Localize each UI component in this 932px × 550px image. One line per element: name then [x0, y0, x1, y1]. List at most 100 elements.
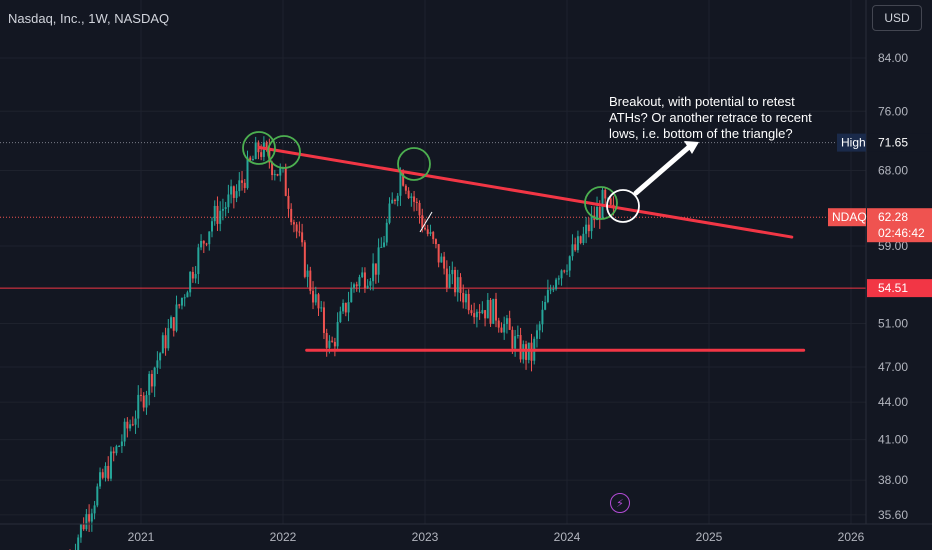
candle-body [164, 335, 167, 349]
candle-body [541, 309, 544, 325]
candle-body [339, 311, 342, 323]
candle-body [202, 240, 205, 244]
candle-body [380, 246, 383, 248]
candle-body [413, 196, 416, 202]
candle-body [131, 424, 134, 426]
candle-body [227, 194, 230, 208]
candle-body [156, 360, 159, 368]
candle-body [134, 418, 137, 425]
price-axis: 84.00 76.00 68.00 59.00 51.00 47.00 44.00 41.00… [878, 51, 908, 522]
candle-body [112, 451, 115, 454]
candle-body [314, 294, 317, 303]
candle-body [432, 232, 435, 240]
highlight-circle [397, 147, 431, 181]
candle-body [137, 394, 140, 419]
candle-body [440, 256, 443, 263]
x-tick-label: 2022 [270, 530, 297, 544]
candle-body [320, 307, 323, 309]
x-tick-label: 2026 [838, 530, 865, 544]
candle-body [292, 222, 295, 225]
high-value-bg [867, 133, 932, 152]
candle-body [418, 202, 421, 216]
price-level-lines [0, 142, 866, 289]
y-tick-label: 84.00 [878, 51, 908, 65]
candle-body [172, 317, 175, 331]
highlight-circle [267, 135, 301, 169]
candle-body [481, 310, 484, 314]
candle-body [268, 148, 271, 163]
candle-body [290, 208, 293, 223]
candle-body [183, 297, 186, 299]
candle-body [328, 340, 331, 348]
candle-body [82, 524, 85, 530]
candle-body [88, 514, 91, 522]
lightning-icon[interactable]: ⚡ [610, 493, 630, 513]
candle-body [415, 201, 418, 203]
drawings-layer [242, 131, 806, 352]
candle-body [358, 277, 361, 287]
candle-body [235, 191, 238, 198]
candle-body [249, 157, 252, 161]
candle-body [475, 311, 478, 318]
candle-body [238, 180, 241, 192]
y-tick-label: 47.00 [878, 360, 908, 374]
candle-body [350, 287, 353, 303]
candle-body [366, 285, 369, 288]
candle-body [391, 199, 394, 204]
candle-body [107, 465, 110, 479]
highlight-circle [584, 186, 618, 220]
candle-body [462, 292, 465, 303]
high-value: 71.65 [878, 136, 908, 150]
candle-body [104, 465, 107, 478]
candle-body [200, 240, 203, 248]
candle-body [213, 205, 216, 222]
candle-body [535, 330, 538, 339]
candle-body [90, 513, 93, 522]
candle-body [208, 231, 211, 245]
breakout-circle [606, 189, 640, 223]
current-value: 62.28 [878, 210, 908, 224]
candle-body [347, 302, 350, 313]
candle-body [552, 289, 555, 291]
candle-body [219, 210, 222, 224]
candle-body [306, 270, 309, 277]
candle-body [445, 268, 448, 288]
candle-body [312, 290, 315, 303]
candle-body [260, 152, 263, 157]
candle-body [508, 318, 511, 330]
candle-body [159, 353, 162, 361]
candle-body [279, 168, 282, 176]
candle-body [546, 290, 549, 302]
candle-body [576, 236, 579, 251]
candle-body [99, 472, 102, 487]
candle-body [161, 335, 164, 354]
y-tick-label: 51.00 [878, 317, 908, 331]
candle-body [148, 373, 151, 396]
candle-body [396, 195, 399, 201]
y-tick-label: 44.00 [878, 395, 908, 409]
currency-button[interactable]: USD [872, 5, 922, 31]
candle-body [126, 421, 129, 429]
candles-layer [69, 136, 615, 550]
bar-countdown: 02:46:42 [878, 226, 925, 240]
candle-body [467, 293, 470, 311]
candle-body [437, 244, 440, 263]
candle-body [464, 293, 467, 303]
candle-body [298, 231, 301, 233]
candle-body [284, 167, 287, 196]
candle-body [596, 206, 599, 221]
candle-body [407, 190, 410, 198]
candle-body [232, 186, 235, 198]
candle-body [271, 162, 274, 176]
candle-body [495, 298, 497, 321]
candle-body [287, 195, 290, 209]
level-value: 54.51 [878, 281, 908, 295]
candle-body [205, 243, 208, 245]
candle-body [96, 486, 99, 506]
candle-body [505, 318, 508, 325]
candle-body [129, 424, 132, 429]
candle-body [377, 247, 380, 275]
candle-body [369, 281, 372, 286]
candle-body [374, 263, 377, 275]
